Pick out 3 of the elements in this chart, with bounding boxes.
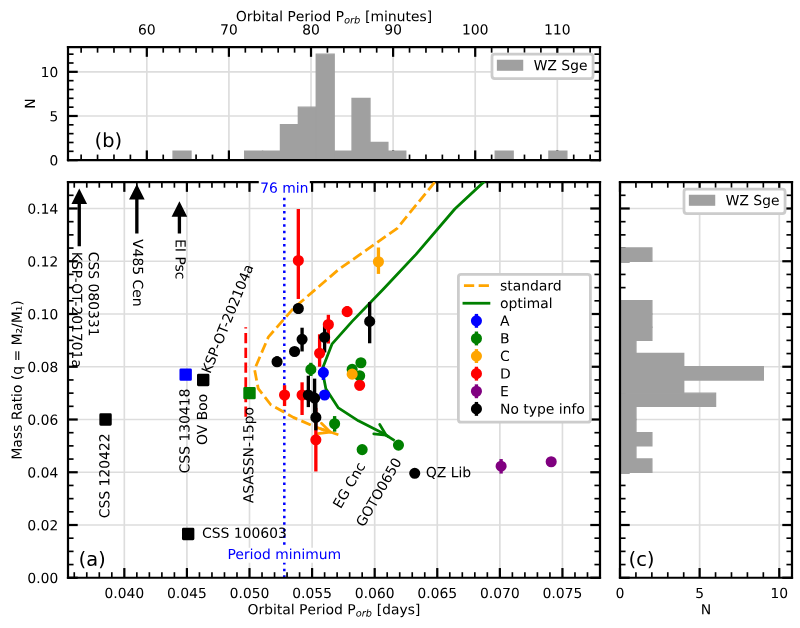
annotation: (b) — [96, 132, 121, 150]
annotation: (c) — [630, 551, 653, 569]
annotation: (a) — [80, 551, 105, 569]
